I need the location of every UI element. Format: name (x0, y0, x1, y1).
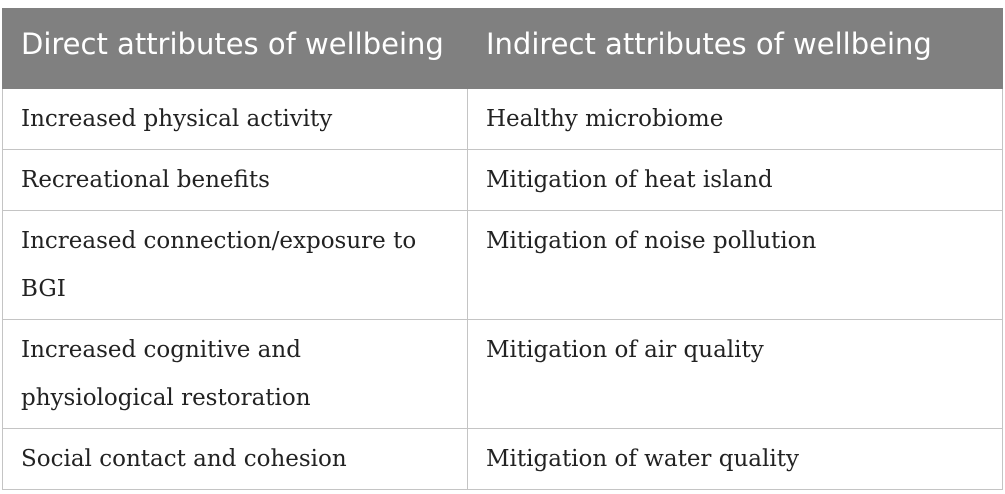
table-cell: Recreational benefits (2, 149, 468, 211)
table-cell: Mitigation of water quality (467, 428, 1003, 490)
table-row: Recreational benefits Mitigation of heat … (2, 149, 1003, 211)
table-cell: Increased connection/exposure to BGI (2, 210, 468, 320)
table-row: Increased cognitive and physiological re… (2, 319, 1003, 429)
table-cell: Mitigation of heat island (467, 149, 1003, 211)
table-header: Direct attributes of wellbeing Indirect … (2, 8, 1003, 89)
table-cell: Mitigation of air quality (467, 319, 1003, 429)
attributes-table: Direct attributes of wellbeing Indirect … (2, 8, 1003, 490)
table-cell: Increased cognitive and physiological re… (2, 319, 468, 429)
table-cell: Healthy microbiome (467, 88, 1003, 150)
table-row: Increased connection/exposure to BGI Miti… (2, 210, 1003, 320)
header-cell: Direct attributes of wellbeing (2, 8, 468, 89)
table-row: Increased physical activity Healthy micro… (2, 88, 1003, 150)
table-cell: Mitigation of noise pollution (467, 210, 1003, 320)
table-cell: Social contact and cohesion (2, 428, 468, 490)
table-row: Social contact and cohesion Mitigation of… (2, 428, 1003, 490)
header-cell: Indirect attributes of wellbeing (467, 8, 1003, 89)
header-row: Direct attributes of wellbeing Indirect … (2, 8, 1003, 89)
table-cell: Increased physical activity (2, 88, 468, 150)
table-body: Increased physical activity Healthy micro… (2, 88, 1003, 490)
